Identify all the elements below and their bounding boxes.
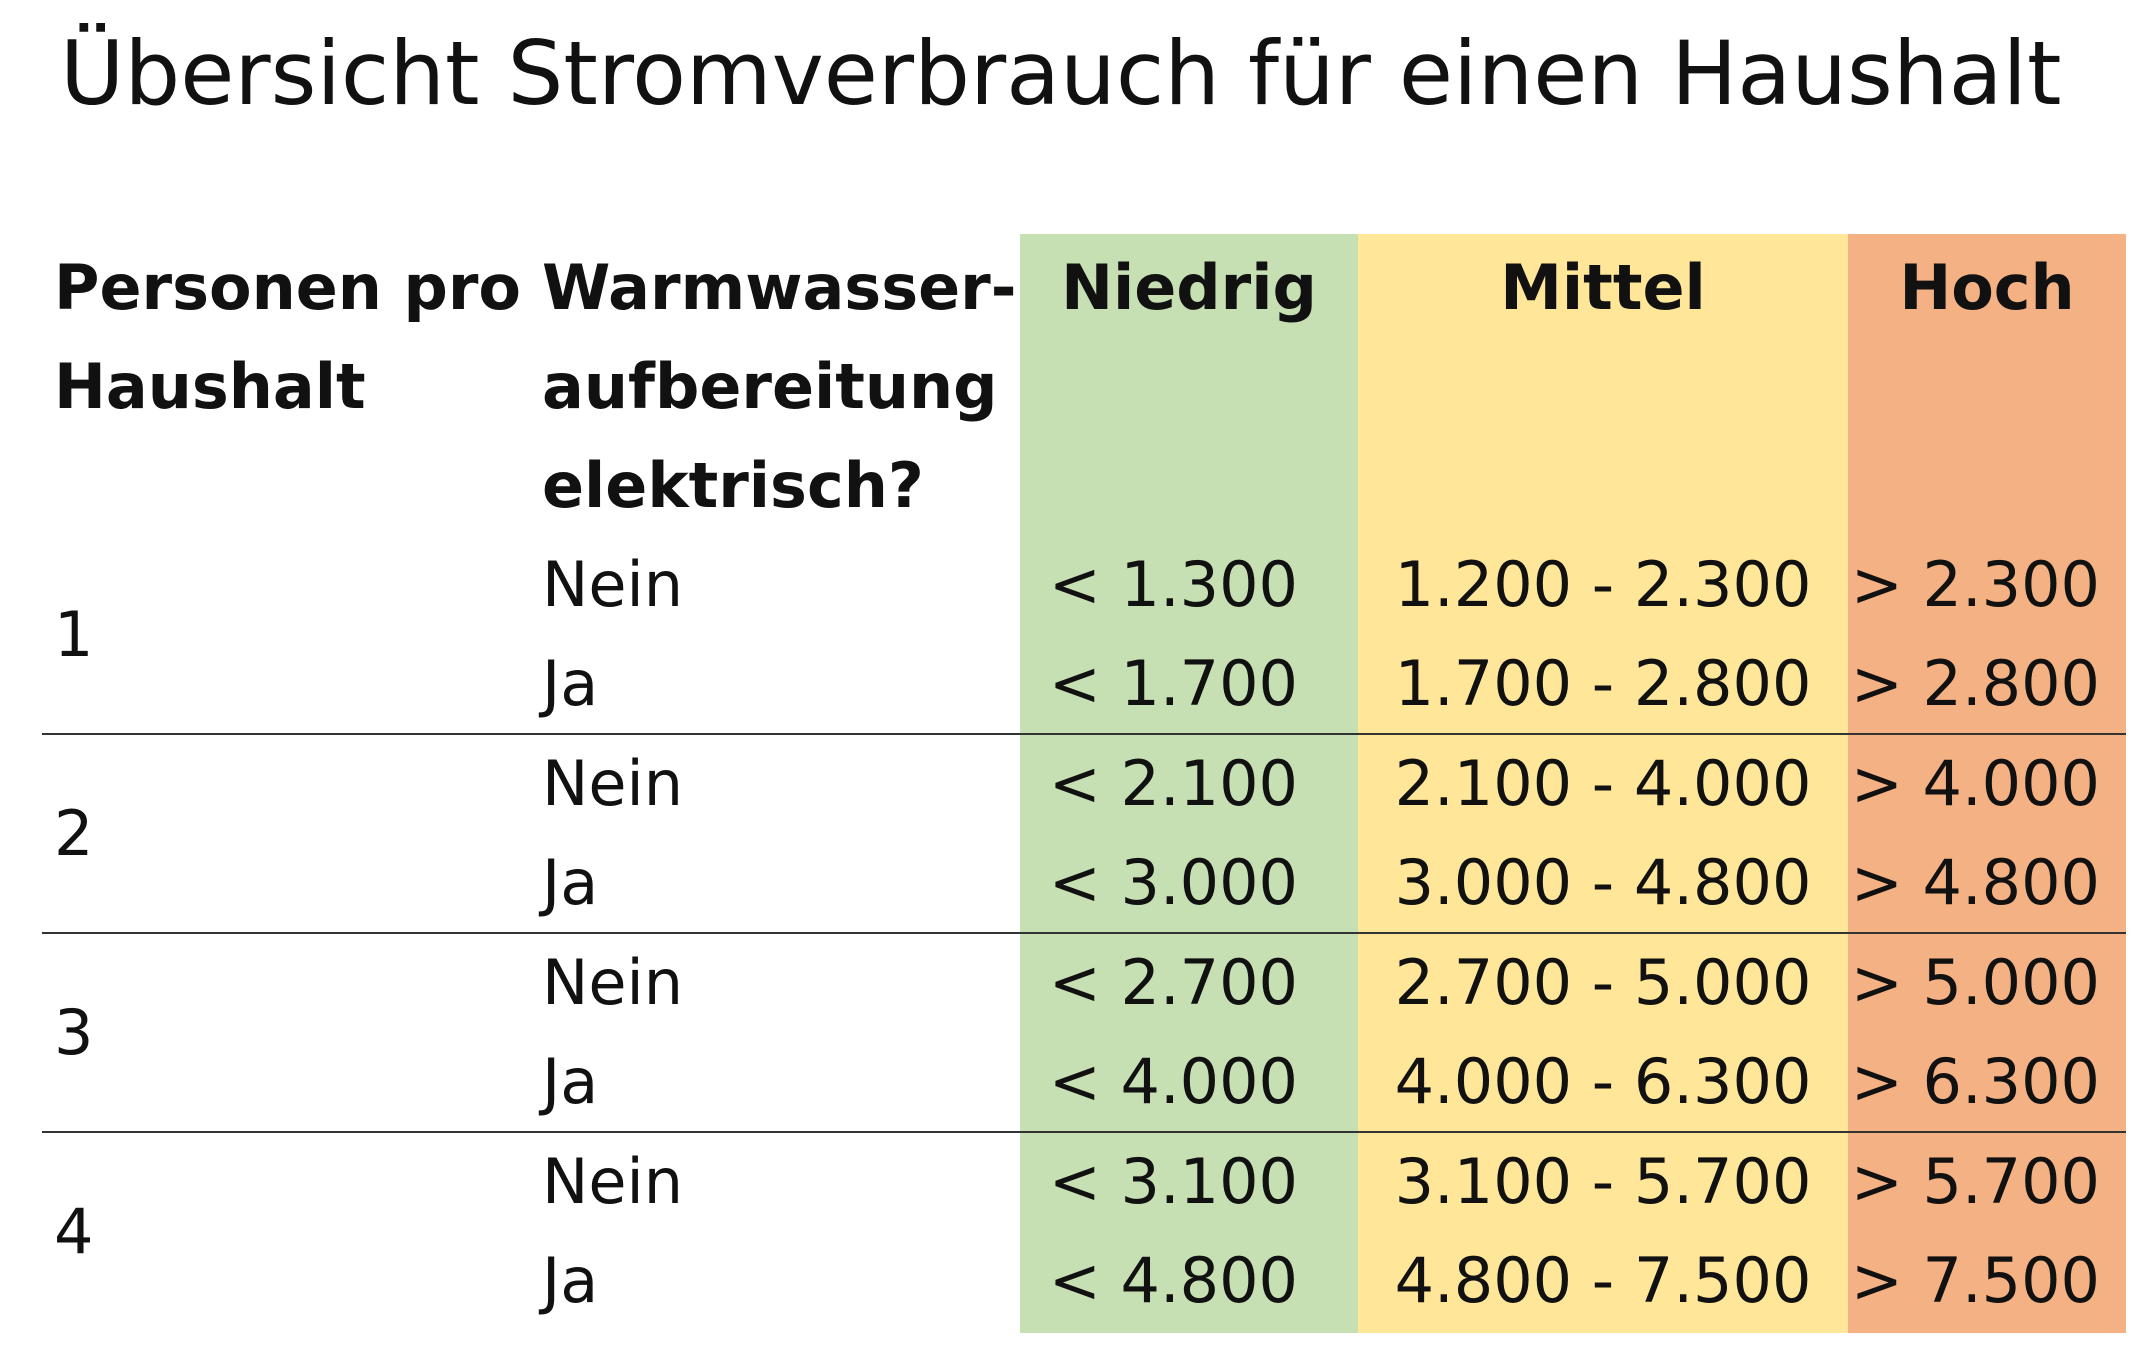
header-low: Niedrig [1061, 251, 1317, 324]
water-cell: Ja [542, 647, 599, 720]
group-divider [42, 932, 2126, 934]
page-title: Übersicht Stromverbrauch für einen Haush… [60, 22, 2062, 125]
water-cell: Ja [542, 1045, 599, 1118]
header-water-line: elektrisch? [542, 449, 924, 522]
high-cell: > 5.700 [1850, 1145, 2100, 1218]
water-cell: Ja [542, 846, 599, 919]
header-water-line: Warmwasser- [542, 251, 1017, 324]
low-cell: < 2.100 [1048, 747, 1298, 820]
water-cell: Nein [542, 747, 684, 820]
mid-cell: 3.100 - 5.700 [1394, 1145, 1812, 1218]
high-cell: > 6.300 [1850, 1045, 2100, 1118]
high-cell: > 2.300 [1850, 548, 2100, 621]
high-cell: > 2.800 [1850, 647, 2100, 720]
header-high: Hoch [1899, 251, 2075, 324]
mid-cell: 2.100 - 4.000 [1394, 747, 1812, 820]
mid-band [1358, 234, 1848, 1333]
water-cell: Ja [542, 1244, 599, 1317]
persons-cell: 4 [54, 1195, 94, 1268]
header-water: Warmwasser- aufbereitung elektrisch? [542, 238, 1016, 535]
header-persons-line: Personen pro [54, 251, 522, 324]
low-band [1020, 234, 1358, 1333]
high-cell: > 7.500 [1850, 1244, 2100, 1317]
low-cell: < 3.100 [1048, 1145, 1298, 1218]
low-cell: < 3.000 [1048, 846, 1298, 919]
mid-cell: 1.700 - 2.800 [1394, 647, 1812, 720]
low-cell: < 1.700 [1048, 647, 1298, 720]
high-band [1848, 234, 2126, 1333]
water-cell: Nein [542, 548, 684, 621]
low-cell: < 2.700 [1048, 946, 1298, 1019]
group-divider [42, 1131, 2126, 1133]
mid-cell: 3.000 - 4.800 [1394, 846, 1812, 919]
table-row-group: 3 Nein < 2.700 2.700 - 5.000 > 5.000 Ja < 4.00… [0, 933, 2126, 1132]
persons-cell: 2 [54, 797, 94, 870]
group-divider [42, 733, 2126, 735]
mid-cell: 4.000 - 6.300 [1394, 1045, 1812, 1118]
mid-cell: 2.700 - 5.000 [1394, 946, 1812, 1019]
low-cell: < 1.300 [1048, 548, 1298, 621]
persons-cell: 1 [54, 598, 94, 671]
high-cell: > 5.000 [1850, 946, 2100, 1019]
header-persons-line: Haushalt [54, 350, 366, 423]
high-cell: > 4.000 [1850, 747, 2100, 820]
header-water-line: aufbereitung [542, 350, 998, 423]
high-cell: > 4.800 [1850, 846, 2100, 919]
mid-cell: 1.200 - 2.300 [1394, 548, 1812, 621]
header-mid: Mittel [1500, 251, 1706, 324]
mid-cell: 4.800 - 7.500 [1394, 1244, 1812, 1317]
table-row-group: 1 Nein < 1.300 1.200 - 2.300 > 2.300 Ja < 1.70… [0, 535, 2126, 734]
water-cell: Nein [542, 1145, 684, 1218]
table-row-group: 4 Nein < 3.100 3.100 - 5.700 > 5.700 Ja < 4.80… [0, 1132, 2126, 1331]
low-cell: < 4.800 [1048, 1244, 1298, 1317]
low-cell: < 4.000 [1048, 1045, 1298, 1118]
header-persons: Personen pro Haushalt [54, 238, 521, 436]
persons-cell: 3 [54, 996, 94, 1069]
water-cell: Nein [542, 946, 684, 1019]
table-row-group: 2 Nein < 2.100 2.100 - 4.000 > 4.000 Ja < 3.00… [0, 734, 2126, 933]
